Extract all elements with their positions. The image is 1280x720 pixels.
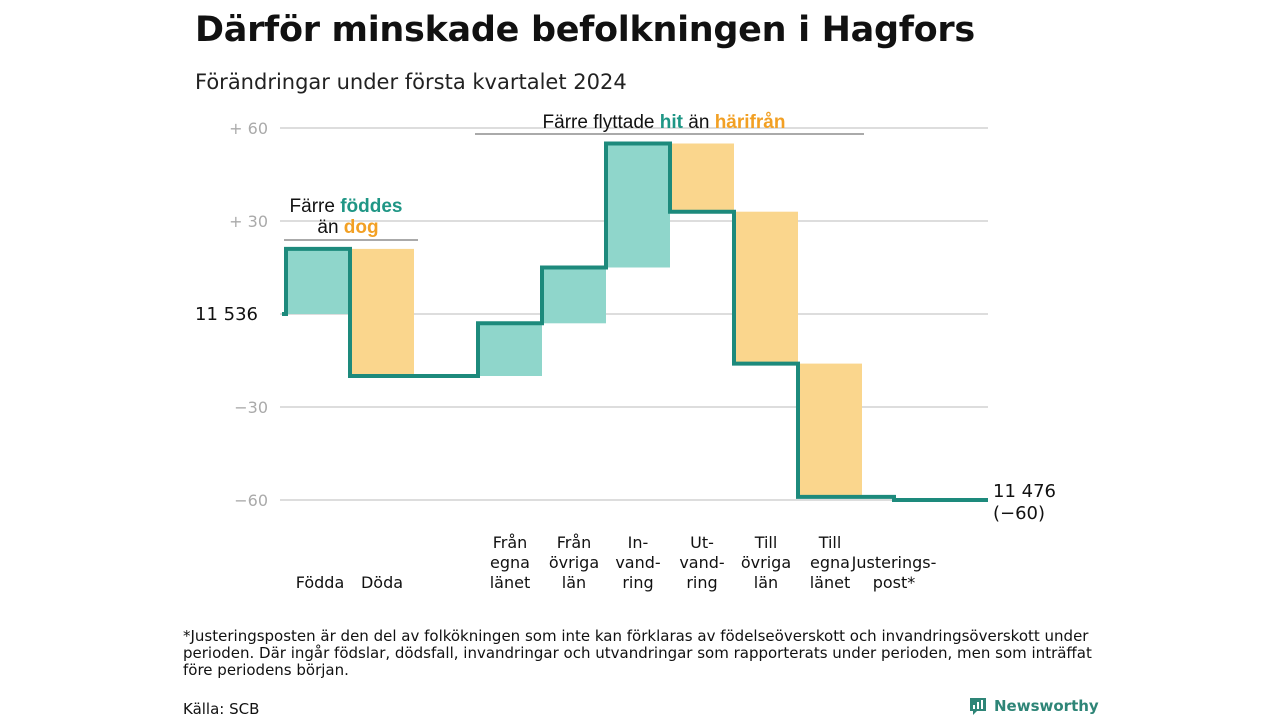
bar-decrease (352, 248, 414, 376)
x-category-label: Ut- (690, 533, 714, 552)
annotation-migration: Färre flyttade hit än härifrån (543, 112, 786, 133)
x-category-label: vand- (615, 553, 660, 572)
x-category-label: län (754, 573, 778, 592)
x-category-label: övriga (741, 553, 791, 572)
bar-increase (480, 323, 542, 376)
bar-decrease (800, 363, 862, 497)
x-category-label: Från (557, 533, 592, 552)
end-value-label: (−60) (993, 503, 1045, 524)
annotation-births-line1: Färre föddes (290, 196, 403, 217)
x-category-label: Från (493, 533, 528, 552)
x-category-label: länet (810, 573, 851, 592)
brand-logo[interactable]: Newsworthy (968, 696, 1099, 716)
chart-subtitle: Förändringar under första kvartalet 2024 (195, 70, 627, 94)
annotation-births-line2: än dog (317, 217, 378, 238)
brand-name: Newsworthy (994, 697, 1099, 715)
x-category-label: ring (686, 573, 717, 592)
x-category-label: Döda (361, 573, 403, 592)
x-category-label: Till (818, 533, 842, 552)
y-tick-label: + 30 (229, 212, 268, 231)
x-category-label: län (562, 573, 586, 592)
x-category-label: ring (622, 573, 653, 592)
end-value-label: 11 476 (993, 481, 1056, 502)
x-category-label: In- (628, 533, 649, 552)
waterfall-chart: + 60 + 30 −30 −60 11 536 11 476(−60) Födda Döda… (195, 112, 1056, 592)
x-category-label: egna (810, 553, 850, 572)
y-tick-label: −60 (234, 491, 268, 510)
x-category-label: Till (754, 533, 778, 552)
newsworthy-logo-icon (970, 698, 986, 715)
y-tick-label: + 60 (229, 119, 268, 138)
y-tick-label: −30 (234, 398, 268, 417)
page-title: Därför minskade befolkningen i Hagfors (195, 10, 975, 50)
bar-decrease (672, 143, 734, 212)
x-category-label: Födda (296, 573, 345, 592)
x-category-label: länet (490, 573, 531, 592)
x-category-label: egna (490, 553, 530, 572)
bar-increase (288, 248, 350, 314)
x-category-label: vand- (679, 553, 724, 572)
running-total-line (282, 141, 988, 502)
start-value-label: 11 536 (195, 304, 258, 325)
x-category-label: övriga (549, 553, 599, 572)
bar-increase (544, 267, 606, 324)
footnote: *Justeringsposten är den del av folkökni… (183, 627, 1092, 679)
x-category-label: Justerings- (851, 553, 937, 572)
bar-decrease (736, 211, 798, 364)
x-category-label: post* (873, 573, 916, 592)
source-note: Källa: SCB (183, 700, 260, 718)
bar-increase (608, 143, 670, 268)
